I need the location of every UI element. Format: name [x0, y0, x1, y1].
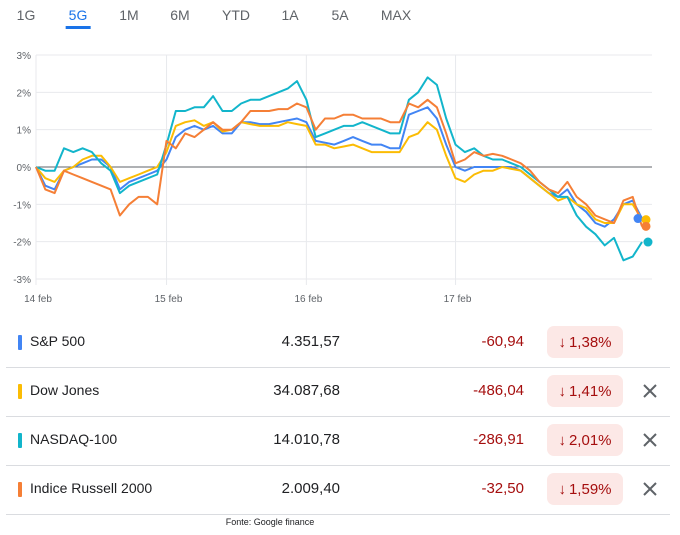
- index-change: -486,04: [473, 382, 524, 399]
- close-icon[interactable]: [638, 379, 662, 403]
- index-row-sp500[interactable]: S&P 500 4.351,57 -60,94 ↓ 1,38%: [6, 318, 670, 368]
- x-tick-label: 15 feb: [155, 294, 183, 305]
- index-name: S&P 500: [30, 333, 86, 349]
- series-line: [35, 119, 643, 224]
- index-change: -32,50: [481, 480, 524, 497]
- index-change: -60,94: [481, 333, 524, 350]
- y-tick-label: 0%: [17, 163, 32, 174]
- index-price: 14.010,78: [273, 431, 340, 448]
- y-tick-label: 1%: [17, 126, 32, 137]
- arrow-down-icon: ↓: [558, 382, 566, 400]
- tab-5g[interactable]: 5G: [65, 7, 91, 29]
- series-swatch: [18, 335, 22, 350]
- arrow-down-icon: ↓: [558, 431, 566, 449]
- series-end-point: [633, 214, 643, 224]
- index-price: 2.009,40: [281, 480, 340, 497]
- index-name: Indice Russell 2000: [30, 480, 153, 496]
- index-price: 4.351,57: [281, 333, 340, 350]
- series-end-point: [641, 215, 651, 225]
- series-swatch: [18, 433, 22, 448]
- percent-change-badge: ↓ 1,59%: [547, 473, 623, 505]
- tab-ytd[interactable]: YTD: [222, 7, 250, 23]
- tab-5a[interactable]: 5A: [331, 7, 349, 23]
- index-name: Dow Jones: [30, 382, 100, 398]
- tab-1g[interactable]: 1G: [16, 7, 36, 23]
- percent-change-value: 1,59%: [568, 480, 612, 498]
- percent-change-badge: ↓ 1,41%: [547, 375, 623, 407]
- close-icon[interactable]: [638, 428, 662, 452]
- tab-1a[interactable]: 1A: [281, 7, 299, 23]
- tab-max[interactable]: MAX: [380, 7, 412, 23]
- series-line: [35, 76, 643, 262]
- tab-1m[interactable]: 1M: [119, 7, 139, 23]
- y-tick-label: -3%: [13, 275, 31, 286]
- x-tick-label: 14 feb: [24, 294, 52, 305]
- index-name: NASDAQ-100: [30, 431, 118, 447]
- arrow-down-icon: ↓: [558, 480, 566, 498]
- index-row-dow-jones[interactable]: Dow Jones 34.087,68 -486,04 ↓ 1,41%: [6, 367, 670, 417]
- percent-change-value: 1,38%: [568, 333, 612, 351]
- percent-change-value: 1,41%: [568, 382, 612, 400]
- source-caption: Fonte: Google finance: [225, 517, 315, 527]
- tab-6m[interactable]: 6M: [170, 7, 190, 23]
- arrow-down-icon: ↓: [558, 333, 566, 351]
- y-tick-label: 3%: [17, 51, 32, 62]
- y-tick-label: -1%: [13, 200, 31, 211]
- percent-change-value: 2,01%: [568, 431, 612, 449]
- series-end-point: [641, 221, 651, 231]
- index-row-nasdaq-100[interactable]: NASDAQ-100 14.010,78 -286,91 ↓ 2,01%: [6, 416, 670, 466]
- time-range-tabs: 1G 5G 1M 6M YTD 1A 5A MAX: [0, 0, 680, 40]
- y-tick-label: -2%: [13, 238, 31, 249]
- series-swatch: [18, 482, 22, 497]
- percent-change-badge: ↓ 2,01%: [547, 424, 623, 456]
- index-row-russell-2000[interactable]: Indice Russell 2000 2.009,40 -32,50 ↓ 1,5…: [6, 465, 670, 515]
- index-change: -286,91: [473, 431, 524, 448]
- line-chart: 3% 2% 1% 0% -1% -2% -3% 14 feb 15 feb 16 feb 17 fe…: [13, 51, 653, 305]
- series-swatch: [18, 384, 22, 399]
- x-tick-label: 16 feb: [294, 294, 322, 305]
- index-price: 34.087,68: [273, 382, 340, 399]
- x-tick-label: 17 feb: [444, 294, 472, 305]
- series-line: [35, 98, 643, 227]
- series-end-point: [643, 237, 653, 247]
- percent-change-badge: ↓ 1,38%: [547, 326, 623, 358]
- y-tick-label: 2%: [17, 88, 32, 99]
- close-icon[interactable]: [638, 477, 662, 501]
